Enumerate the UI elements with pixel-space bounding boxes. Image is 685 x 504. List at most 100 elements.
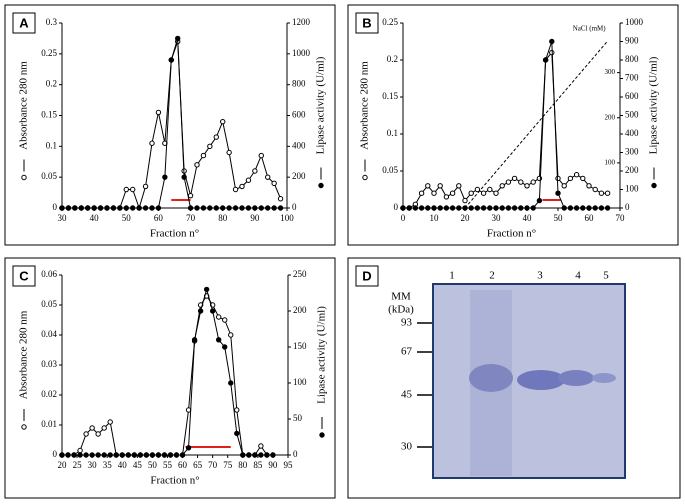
y-tick-label: 0.25 [41,48,57,58]
data-point [449,205,456,211]
data-point [228,332,234,338]
data-point [277,196,284,202]
data-point [226,205,232,211]
data-point [155,452,162,458]
data-point [187,192,194,199]
legend-marker [21,174,27,181]
series-line [62,295,273,456]
data-point [245,205,252,211]
lane-label: 2 [489,270,495,282]
data-point [213,134,219,140]
data-point [200,205,207,211]
data-point [72,205,78,211]
data-point [592,205,598,211]
data-point [215,314,222,320]
x-tick-label: 30 [492,213,502,223]
data-point [107,419,113,425]
marker-label: 67 [401,346,413,358]
x-tick-label: 10 [430,213,440,223]
data-point [271,205,277,211]
x-tick-label: 25 [73,460,83,470]
x-tick-label: 20 [461,213,471,223]
data-point [277,205,284,211]
data-point [271,180,277,187]
data-point [168,57,174,63]
data-point [173,452,180,458]
x-tick-label: 60 [154,213,164,223]
data-point [78,205,84,211]
data-point [104,205,110,211]
data-point [549,38,555,45]
y-tick-label: 0.25 [382,17,398,27]
y2-tick-label: 800 [292,79,306,89]
data-point [437,183,443,189]
data-point [511,205,518,211]
data-point [573,205,580,211]
lane-label: 3 [537,270,543,282]
data-point [77,452,83,458]
data-point [194,162,200,168]
data-point [418,190,425,196]
data-point [505,205,512,211]
y2-tick-label: 250 [293,269,307,279]
data-point [431,205,437,211]
x-tick-label: 45 [133,460,143,470]
gel-band [469,364,513,392]
data-point [240,452,246,458]
legend-marker [362,174,368,181]
data-point [592,186,598,193]
marker-label: 45 [401,389,413,401]
panel-label: A [19,15,29,30]
y3-tick-label: 100 [605,158,616,166]
y2-tick-label: 400 [292,140,306,150]
panel-label-box [355,12,379,34]
y-tick-label: 0 [394,202,399,212]
marker-label: 93 [401,317,413,329]
y2-tick-label: 1000 [625,17,644,27]
y2-tick-label: 1200 [292,17,311,27]
data-point [474,186,481,193]
y-tick-label: 0 [53,202,58,212]
data-point [130,205,136,211]
y-axis-label: Absorbance 280 nm [18,61,30,150]
data-point [226,149,232,156]
data-point [480,205,487,211]
gel-band [517,370,565,390]
y2-tick-label: 300 [625,147,639,157]
data-point [567,205,574,211]
data-point [265,205,271,211]
data-point [598,190,605,196]
data-point [586,205,592,211]
data-point [65,205,72,211]
data-point [586,183,592,189]
data-point [113,452,119,458]
data-point [59,205,65,211]
y-tick-label: 0.05 [382,165,398,175]
y2-tick-label: 100 [625,184,639,194]
data-point [561,183,567,189]
x-tick-label: 100 [280,213,294,223]
legend-marker [318,182,324,189]
data-point [456,183,462,189]
x-tick-label: 35 [103,460,113,470]
data-point [258,452,264,458]
data-point [149,140,155,146]
y-tick-label: 0.02 [41,389,57,399]
lane-label: 1 [449,270,455,282]
y-tick-label: 0.1 [387,128,398,138]
data-point [130,186,136,193]
data-point [555,175,561,182]
data-point [561,205,567,211]
data-point [149,452,156,458]
data-point [462,197,468,204]
series-line [403,51,608,209]
panel-frame [347,257,681,499]
legend-marker [319,432,325,438]
panel-frame [4,257,336,499]
y2-axis-label: Lipase activity (U/ml) [648,56,660,154]
data-point [573,172,580,178]
data-point [161,452,168,458]
x-tick-label: 40 [118,460,128,470]
data-point [418,205,425,211]
